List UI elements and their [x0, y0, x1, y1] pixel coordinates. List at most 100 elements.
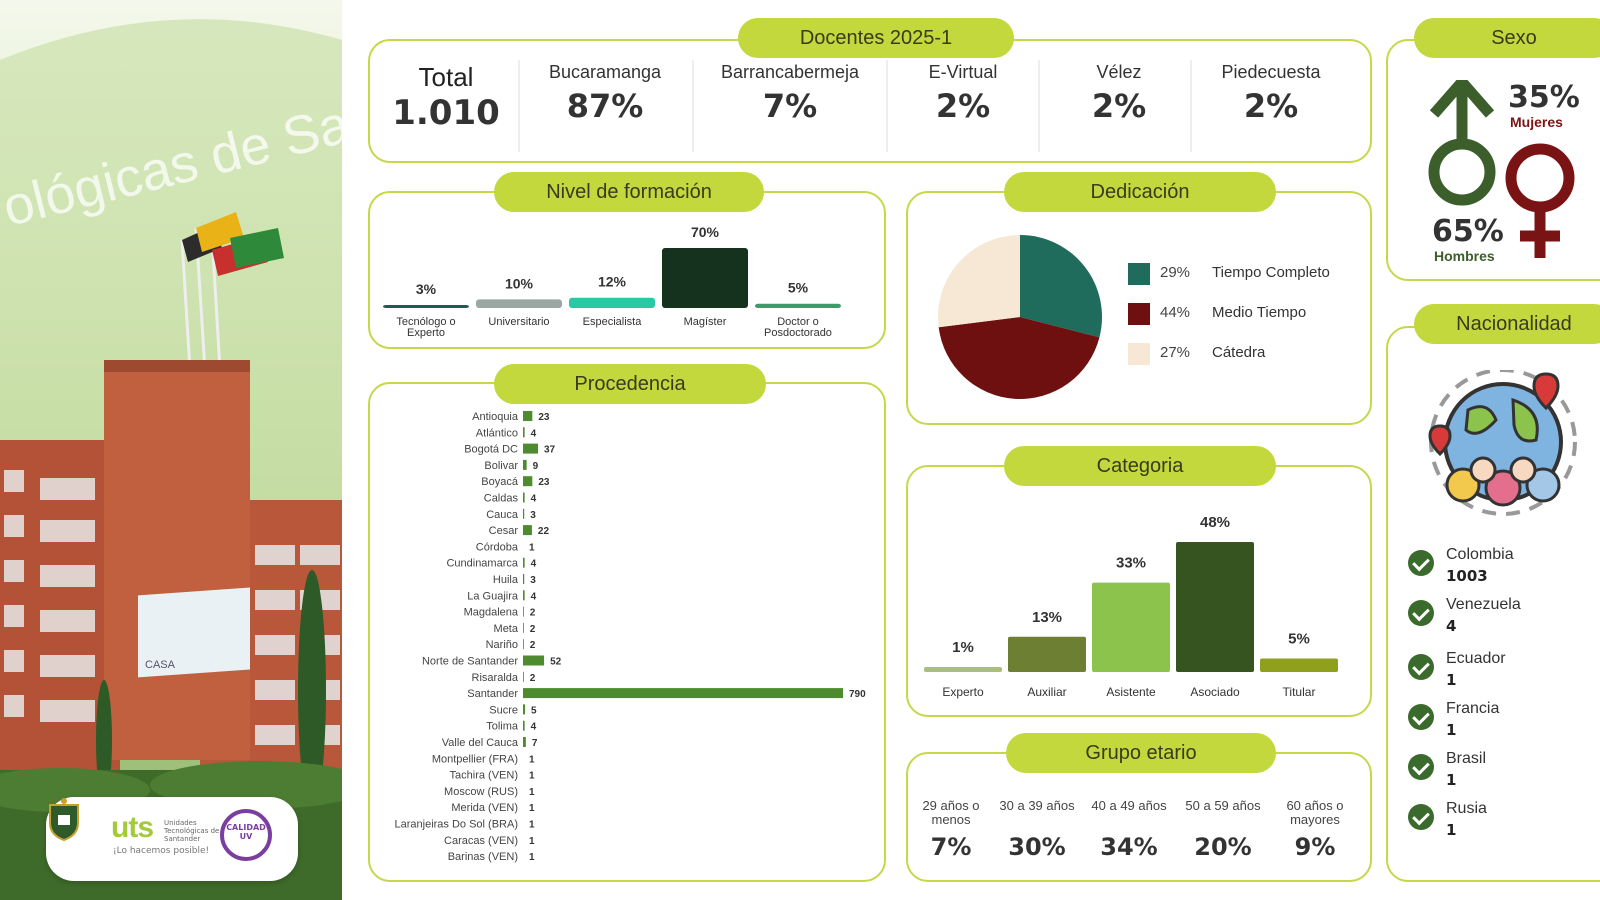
legend-value: 29%: [1160, 264, 1190, 281]
screen-text: CASA: [145, 659, 176, 671]
procedencia-value-label: 3: [530, 510, 536, 521]
procedencia-category-label: Antioquia: [472, 411, 519, 423]
sede-label: E-Virtual: [928, 62, 998, 82]
formacion-bar: [662, 248, 748, 308]
procedencia-value-label: 5: [531, 705, 537, 716]
categoria-bar: [1008, 636, 1086, 672]
procedencia-value-label: 4: [531, 428, 537, 439]
procedencia-value-label: 1: [529, 820, 535, 831]
stat-divider: [518, 60, 520, 152]
male-symbol-icon: [1428, 80, 1496, 206]
legend-label: Tiempo Completo: [1212, 264, 1330, 281]
formacion-category-label: Magíster: [684, 316, 727, 328]
procedencia-category-label: Bogotá DC: [464, 444, 518, 456]
formacion-value-label: 70%: [691, 224, 720, 240]
uts-logo-card: uts Unidades Tecnológicas de Santander ¡…: [46, 797, 298, 881]
check-icon: [1408, 600, 1434, 626]
docentes-title: Docentes 2025-1: [738, 18, 1014, 58]
categoria-category-label: Auxiliar: [1027, 685, 1066, 699]
categoria-title: Categoria: [1004, 446, 1276, 486]
stat-divider: [1038, 60, 1040, 152]
procedencia-value-label: 4: [531, 591, 537, 602]
age-group: 40 a 49 años 34%: [1086, 799, 1172, 862]
procedencia-bar: [523, 720, 525, 731]
formacion-category-label: Tecnólogo o: [396, 316, 455, 328]
procedencia-value-label: 52: [550, 657, 562, 668]
globe-people-icon: [1428, 370, 1577, 516]
sede-stat: E-Virtual 2%: [898, 62, 1028, 125]
uts-unit-name: Unidades Tecnológicas de Santander: [164, 819, 220, 843]
check-icon: [1408, 804, 1434, 830]
nacionalidad-item: Brasil 1: [1408, 750, 1598, 796]
procedencia-value-label: 9: [533, 461, 539, 472]
procedencia-category-label: Boyacá: [481, 476, 519, 488]
campus-photo: ológicas de San: [0, 0, 342, 900]
age-label: 50 a 59 años: [1185, 798, 1261, 813]
procedencia-category-label: Tachira (VEN): [450, 770, 518, 782]
stat-divider: [1190, 60, 1192, 152]
formacion-bar: [569, 297, 655, 308]
procedencia-bar: [523, 671, 524, 682]
categoria-bar: [1092, 582, 1170, 672]
crest-icon: [49, 798, 79, 841]
total-stat: Total 1.010: [380, 62, 512, 133]
procedencia-category-label: Meta: [494, 623, 519, 635]
procedencia-value-label: 1: [529, 852, 535, 863]
procedencia-category-label: Norte de Santander: [422, 656, 518, 668]
procedencia-value-label: 1: [529, 754, 535, 765]
legend-label: Medio Tiempo: [1212, 304, 1306, 321]
total-label: Total: [418, 62, 474, 92]
categoria-category-label: Asistente: [1106, 685, 1156, 699]
procedencia-category-label: Risaralda: [472, 672, 519, 684]
country-count: 1: [1446, 821, 1457, 839]
procedencia-value-label: 1: [529, 542, 535, 553]
formacion-category-label: Universitario: [488, 316, 549, 328]
categoria-category-label: Asociado: [1190, 685, 1240, 699]
hombres-pct: 65%: [1432, 214, 1504, 249]
sede-label: Bucaramanga: [548, 62, 662, 82]
procedencia-value-label: 22: [538, 526, 550, 537]
nacionalidad-item: Rusia 1: [1408, 800, 1598, 846]
categoria-bar: [924, 667, 1002, 672]
legend-value: 44%: [1160, 304, 1190, 321]
sexo-title: Sexo: [1414, 18, 1600, 58]
categoria-bar: [1176, 542, 1254, 672]
procedencia-category-label: Córdoba: [476, 541, 519, 553]
procedencia-category-label: Cundinamarca: [446, 558, 518, 570]
categoria-bar: [1260, 658, 1338, 672]
nacionalidad-item: Francia 1: [1408, 700, 1598, 746]
sede-stat: Barrancabermeja 7%: [704, 62, 876, 125]
formacion-value-label: 10%: [505, 275, 534, 291]
procedencia-bar: [523, 590, 525, 601]
procedencia-category-label: Sucre: [489, 704, 518, 716]
procedencia-value-label: 2: [530, 624, 536, 635]
procedencia-category-label: Magdalena: [464, 607, 519, 619]
age-value: 9%: [1294, 833, 1336, 861]
dedicacion-title: Dedicación: [1004, 172, 1276, 212]
sede-label: Vélez: [1096, 62, 1142, 82]
country-count: 1: [1446, 671, 1457, 689]
grupo-etario-title: Grupo etario: [1006, 733, 1276, 773]
country-name: Brasil: [1446, 750, 1487, 767]
procedencia-category-label: Huila: [493, 574, 519, 586]
categoria-value-label: 1%: [952, 639, 974, 656]
procedencia-value-label: 2: [530, 673, 536, 684]
legend-value: 27%: [1160, 344, 1190, 361]
sede-value: 2%: [1243, 87, 1299, 125]
stat-divider: [692, 60, 694, 152]
uts-slogan: ¡Lo hacemos posible!: [113, 846, 210, 856]
dedicacion-slice: [1020, 235, 1102, 338]
age-value: 30%: [1008, 833, 1066, 861]
formacion-bar: [755, 303, 841, 308]
procedencia-bar: [523, 639, 524, 650]
procedencia-bar: [523, 411, 533, 421]
legend-swatch: [1128, 263, 1150, 285]
nacionalidad-title: Nacionalidad: [1414, 304, 1600, 344]
formacion-title: Nivel de formación: [494, 172, 764, 212]
procedencia-card: [368, 382, 886, 882]
categoria-category-label: Titular: [1283, 685, 1316, 699]
nacionalidad-item: Venezuela 4: [1408, 596, 1598, 642]
formacion-bar: [476, 299, 562, 308]
formacion-category-label: Doctor o: [777, 316, 819, 328]
procedencia-bar: [523, 508, 525, 519]
